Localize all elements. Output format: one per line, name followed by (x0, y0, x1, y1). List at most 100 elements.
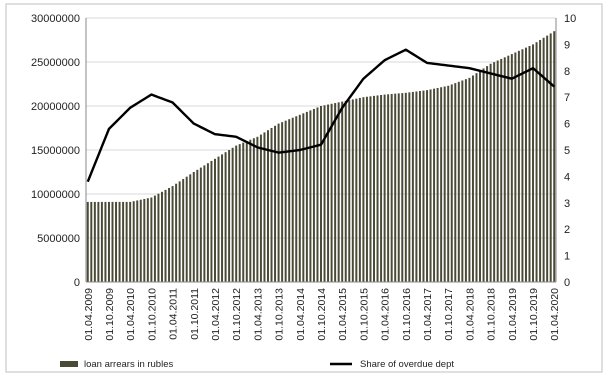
bar (122, 202, 124, 282)
y-right-tick-label: 7 (564, 92, 570, 104)
bar (426, 90, 428, 282)
bar (207, 163, 209, 282)
bar (341, 102, 343, 282)
bar (324, 105, 326, 282)
bar (221, 154, 223, 282)
bar (119, 202, 121, 282)
bar (440, 87, 442, 282)
bar (242, 143, 244, 282)
bar (172, 186, 174, 282)
bar (281, 122, 283, 282)
bar (377, 95, 379, 282)
bar (175, 184, 177, 282)
bar (504, 57, 506, 282)
y-left-tick-label: 25000000 (31, 57, 80, 69)
bar (179, 181, 181, 282)
bar (433, 89, 435, 282)
bar (536, 42, 538, 282)
bar (115, 202, 117, 282)
x-tick-label: 01.04.2013 (252, 288, 264, 341)
y-right-tick-label: 0 (564, 277, 570, 289)
y-right-tick-label: 3 (564, 198, 570, 210)
bar (486, 66, 488, 282)
bar (352, 99, 354, 282)
bar (458, 82, 460, 282)
bar (196, 170, 198, 282)
bar (136, 200, 138, 282)
bar (108, 202, 110, 282)
bar (203, 165, 205, 282)
bar (355, 99, 357, 282)
y-right-tick-label: 2 (564, 224, 570, 236)
x-tick-label: 01.04.2019 (507, 288, 519, 341)
bar (299, 115, 301, 282)
bar (405, 93, 407, 282)
bar (387, 94, 389, 282)
bar (161, 192, 163, 282)
bar (447, 86, 449, 282)
bar (384, 95, 386, 282)
bar (90, 202, 92, 282)
bar (380, 95, 382, 282)
bar (419, 91, 421, 282)
bar (302, 113, 304, 282)
bar (345, 101, 347, 282)
x-tick-label: 01.10.2014 (316, 288, 328, 341)
bar (147, 198, 149, 282)
x-tick-label: 01.10.2017 (443, 288, 455, 341)
bar (316, 107, 318, 282)
x-tick-label: 01.04.2014 (295, 288, 307, 341)
bar (422, 91, 424, 282)
bar (126, 202, 128, 282)
bar (309, 110, 311, 282)
bar (415, 91, 417, 282)
bar (193, 172, 195, 282)
x-tick-label: 01.04.2010 (125, 288, 137, 341)
bar (525, 48, 527, 282)
bar (444, 86, 446, 282)
bar (366, 97, 368, 282)
bar (430, 89, 432, 282)
bar (288, 119, 290, 282)
bar (256, 137, 258, 282)
bar (373, 96, 375, 282)
y-right-tick-label: 8 (564, 66, 570, 78)
x-tick-label: 01.04.2016 (380, 288, 392, 341)
legend-label-line: Share of overdue dept (360, 359, 454, 370)
bar (278, 124, 280, 282)
bar (521, 49, 523, 282)
bar (394, 94, 396, 282)
bar (461, 80, 463, 282)
bar (87, 202, 89, 282)
bar (274, 126, 276, 282)
y-right-tick-label: 6 (564, 119, 570, 131)
y-left-tick-label: 30000000 (31, 13, 80, 25)
x-tick-label: 01.04.2017 (422, 288, 434, 341)
bar (313, 109, 315, 282)
bar (249, 140, 251, 282)
y-left-tick-label: 15000000 (31, 145, 80, 157)
bar (306, 112, 308, 282)
x-tick-label: 01.10.2016 (401, 288, 413, 341)
bar (154, 196, 156, 282)
bar (468, 78, 470, 282)
bar (454, 83, 456, 282)
bar (165, 190, 167, 282)
bar (553, 31, 555, 282)
bar (101, 202, 103, 282)
bar (334, 103, 336, 282)
bar (543, 38, 545, 282)
bar (362, 97, 364, 282)
bar (285, 121, 287, 282)
bar (529, 46, 531, 282)
bar (437, 88, 439, 282)
y-right-tick-label: 10 (564, 13, 576, 25)
legend-label-bar: loan arrears in rubles (84, 359, 173, 370)
y-right-tick-label: 9 (564, 39, 570, 51)
bar (472, 75, 474, 282)
bar (550, 33, 552, 282)
bar (493, 62, 495, 282)
bar (267, 130, 269, 282)
